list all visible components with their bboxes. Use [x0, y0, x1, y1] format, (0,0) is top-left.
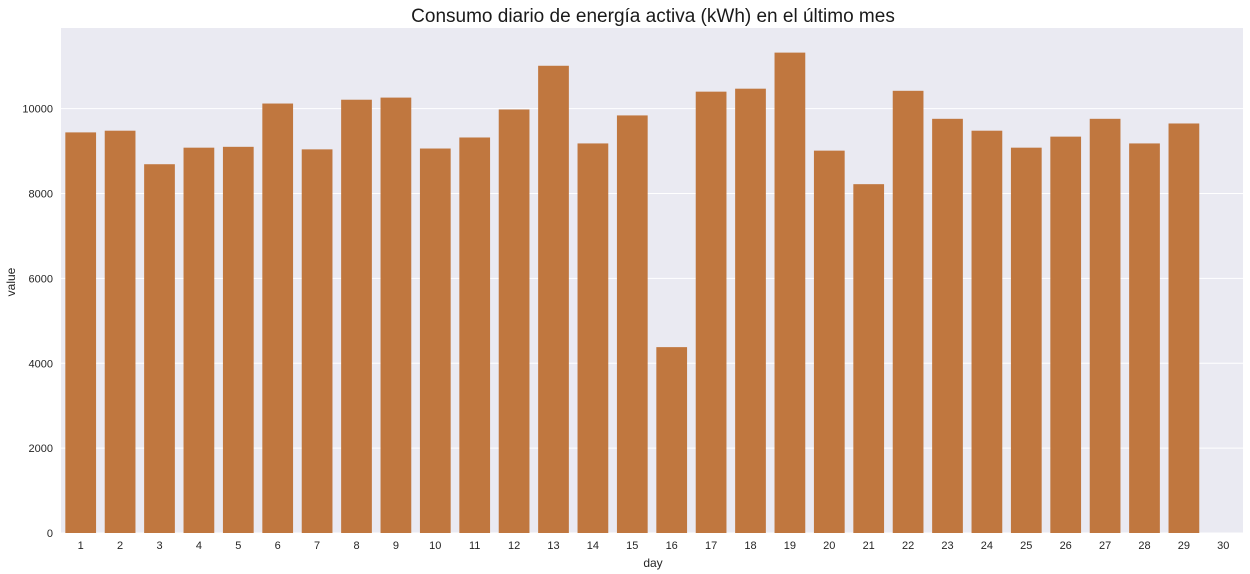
- bar-day-13: [538, 65, 569, 533]
- bar-day-28: [1129, 143, 1160, 533]
- x-tick-label: 13: [547, 540, 559, 552]
- x-tick-label: 5: [235, 540, 241, 552]
- x-axis-label: day: [643, 556, 662, 570]
- y-tick-label: 0: [47, 528, 53, 540]
- y-tick-labels: 0 2000 4000 6000 8000 10000: [22, 104, 53, 540]
- x-tick-label: 20: [823, 540, 835, 552]
- plot-area: [61, 28, 1243, 533]
- bars: [65, 52, 1200, 534]
- x-tick-labels: 1 2 3 4 5 6 7 8 9 10 11 12 13 14 15 16 17 18 19 20 21 22 23 24 2…: [78, 540, 1230, 552]
- x-tick-label: 4: [196, 540, 202, 552]
- bar-day-11: [459, 137, 491, 533]
- x-tick-label: 27: [1099, 540, 1111, 552]
- x-tick-label: 15: [626, 540, 638, 552]
- bar-day-24: [971, 130, 1003, 533]
- x-tick-label: 19: [784, 540, 796, 552]
- bar-day-29: [1168, 123, 1200, 534]
- x-tick-label: 22: [902, 540, 914, 552]
- bar-day-4: [183, 147, 215, 533]
- x-tick-label: 11: [469, 540, 480, 552]
- x-tick-label: 17: [705, 540, 717, 552]
- x-tick-label: 28: [1138, 540, 1150, 552]
- bar-day-12: [498, 109, 530, 533]
- bar-day-20: [813, 150, 845, 533]
- x-tick-label: 25: [1020, 540, 1032, 552]
- bar-day-1: [65, 132, 97, 533]
- x-tick-label: 1: [78, 540, 84, 552]
- x-tick-label: 18: [744, 540, 756, 552]
- x-tick-label: 29: [1178, 540, 1190, 552]
- y-tick-label: 8000: [29, 189, 53, 201]
- gridlines: [61, 108, 1243, 534]
- x-tick-label: 6: [275, 540, 281, 552]
- x-tick-label: 23: [941, 540, 953, 552]
- y-tick-label: 2000: [29, 443, 53, 455]
- bar-day-9: [380, 97, 412, 533]
- x-tick-label: 8: [353, 540, 359, 552]
- bar-day-27: [1089, 118, 1121, 533]
- bar-day-14: [577, 143, 609, 533]
- bar-day-7: [301, 149, 333, 533]
- bar-day-6: [262, 103, 294, 534]
- chart-title: Consumo diario de energía activa (kWh) e…: [411, 6, 895, 27]
- bar-day-25: [1010, 147, 1042, 533]
- x-tick-label: 26: [1060, 540, 1072, 552]
- bar-day-17: [695, 91, 727, 534]
- y-axis-label: value: [4, 267, 18, 296]
- x-tick-label: 10: [429, 540, 441, 552]
- y-tick-label: 10000: [22, 104, 53, 116]
- bar-day-2: [104, 130, 136, 533]
- x-tick-label: 3: [156, 540, 162, 552]
- y-tick-label: 4000: [29, 358, 53, 370]
- x-tick-label: 9: [393, 540, 399, 552]
- x-tick-label: 14: [587, 540, 599, 552]
- x-tick-label: 24: [981, 540, 993, 552]
- bar-day-18: [735, 88, 766, 533]
- x-tick-label: 16: [666, 540, 678, 552]
- bar-day-10: [419, 148, 451, 534]
- bar-day-23: [932, 118, 963, 533]
- bar-day-26: [1050, 136, 1082, 533]
- bar-day-3: [144, 164, 175, 533]
- y-tick-label: 6000: [29, 273, 53, 285]
- bar-day-8: [341, 99, 372, 533]
- x-tick-label: 7: [314, 540, 320, 552]
- bar-day-16: [656, 347, 688, 533]
- x-tick-label: 12: [508, 540, 520, 552]
- x-tick-label: 21: [863, 540, 875, 552]
- x-tick-label: 2: [117, 540, 123, 552]
- bar-day-19: [774, 52, 806, 534]
- x-tick-label: 30: [1217, 540, 1229, 552]
- bar-day-15: [616, 115, 648, 533]
- bar-day-22: [892, 90, 924, 533]
- bar-day-21: [853, 184, 885, 533]
- bar-day-5: [222, 146, 254, 533]
